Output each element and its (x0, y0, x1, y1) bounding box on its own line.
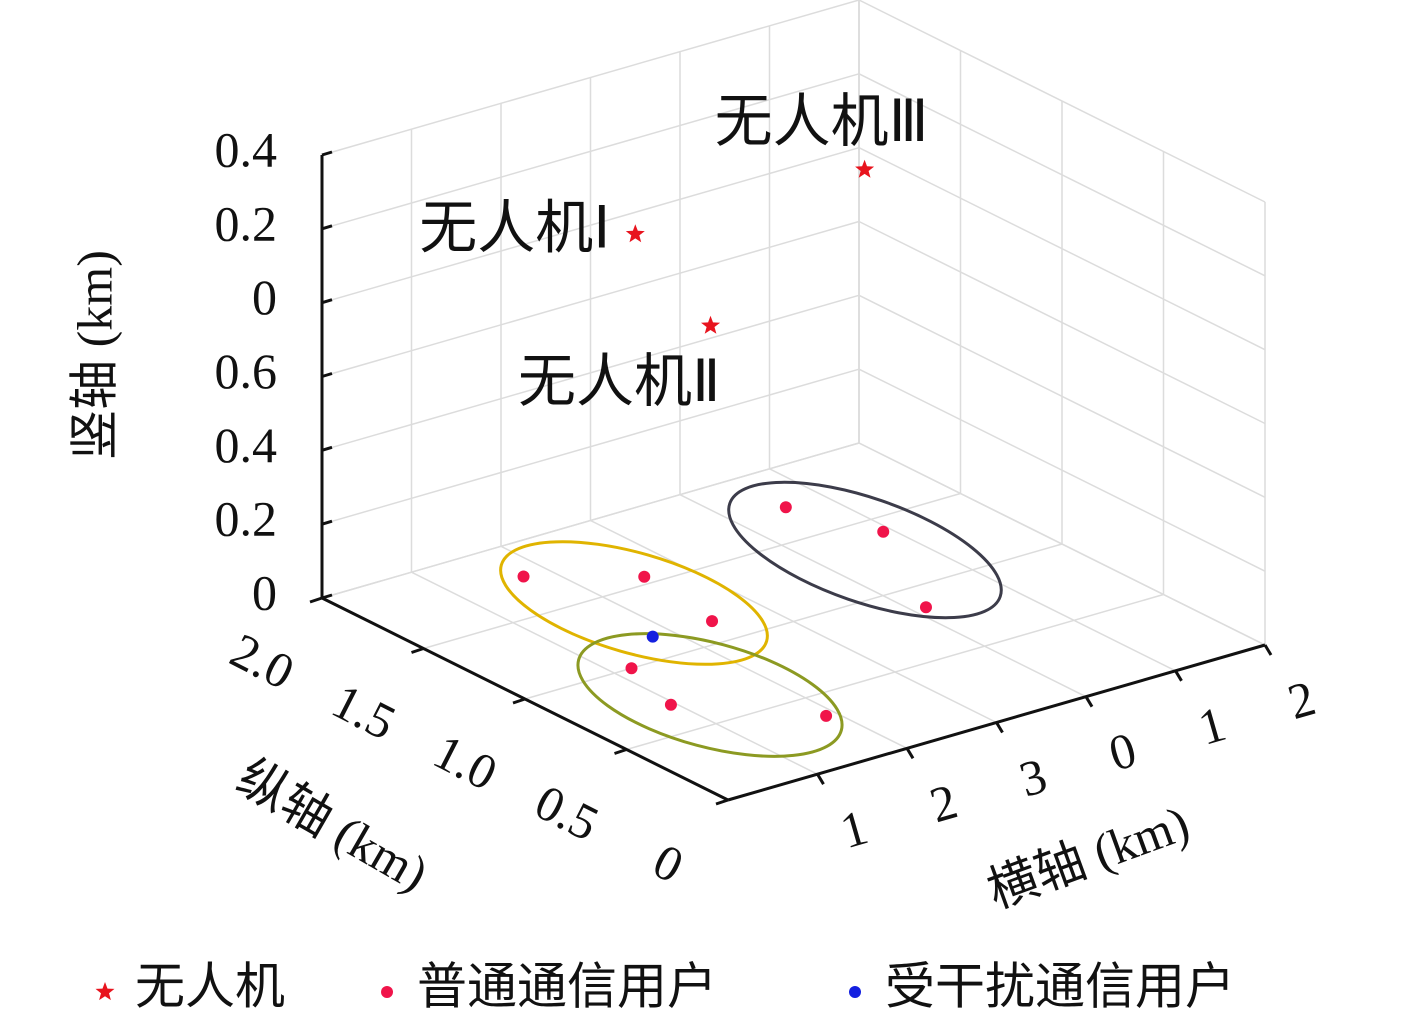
grid-line (858, 0, 1266, 203)
dot-marker (779, 501, 792, 514)
tick-mark (715, 798, 729, 806)
y-tick-label: 0.5 (526, 773, 607, 851)
y-tick-label: 2.0 (222, 622, 303, 700)
x-tick-label: 0 (1103, 721, 1142, 782)
grid-line (858, 220, 1266, 425)
dot-marker (820, 709, 833, 722)
z-tick-label: 0.2 (215, 491, 278, 547)
tick-mark (1084, 695, 1094, 708)
x-tick-label: 1 (834, 798, 873, 859)
tick-mark (905, 747, 915, 760)
grid-line (858, 442, 1266, 646)
star-marker (701, 315, 721, 334)
y-tick-label: 1.5 (323, 672, 404, 750)
dot-marker (638, 570, 651, 583)
z-tick-label: 0.6 (215, 343, 278, 399)
coverage-ellipse (727, 480, 1003, 620)
dot-marker (706, 615, 719, 628)
y-tick-label: 1.0 (425, 723, 506, 801)
grid-line (321, 220, 860, 378)
grid-line (858, 146, 1266, 351)
tick-mark (411, 647, 424, 654)
z-tick-label: 0.2 (215, 195, 278, 251)
y-axis-label: 纵轴 (km) (228, 749, 438, 902)
tick-mark (321, 372, 333, 378)
dot-marker (877, 525, 890, 538)
legend-marker (381, 986, 393, 998)
tick-mark (1174, 670, 1183, 682)
tick-mark (614, 748, 627, 755)
x-axis-label: 横轴 (km) (980, 795, 1196, 919)
legend-label: 受干扰通信用户 (885, 958, 1235, 1014)
z-tick-label: 0 (252, 269, 277, 325)
annotation: 无人机Ⅰ (419, 195, 610, 260)
grid-line (626, 593, 1164, 751)
x-tick-label: 3 (1013, 747, 1052, 808)
tick-mark (309, 596, 323, 604)
z-tick-label: 0.4 (215, 417, 278, 473)
tick-mark (321, 298, 333, 305)
tick-mark (321, 150, 333, 157)
coverage-ellipse (576, 632, 844, 758)
grid (309, 0, 1273, 806)
x-tick-label: 1 (1192, 695, 1231, 756)
grid-line (321, 442, 860, 599)
z-tick-label: 0 (252, 564, 277, 620)
tick-mark (321, 224, 333, 231)
y-tick-label: 0 (645, 832, 693, 893)
tick-mark (512, 697, 526, 705)
star-marker (855, 159, 875, 178)
legend-marker (95, 982, 115, 1001)
tick-mark (1263, 644, 1273, 656)
tick-mark (321, 593, 333, 600)
grid-line (524, 543, 1063, 700)
dot-marker (625, 662, 638, 675)
dot-marker (646, 630, 659, 643)
legend-marker (849, 986, 861, 998)
z-axis-label: 竖轴 (km) (66, 250, 122, 460)
grid-line (858, 73, 1266, 277)
dot-marker (664, 698, 677, 711)
annotation: 无人机Ⅲ (715, 89, 929, 154)
grid-line (321, 294, 860, 452)
dot-marker (517, 570, 530, 583)
grid-line (321, 73, 860, 230)
z-tick-label: 0.4 (215, 121, 278, 177)
x-tick-label: 2 (924, 773, 963, 834)
legend-label: 普通通信用户 (417, 958, 717, 1014)
tick-mark (321, 445, 333, 452)
grid-line (321, 146, 860, 304)
star-marker (625, 224, 645, 243)
tick-mark (816, 773, 825, 785)
grid-line (321, 0, 860, 156)
tick-mark (321, 519, 333, 526)
coverage-ellipse (499, 540, 769, 666)
annotation: 无人机Ⅱ (518, 349, 721, 414)
legend-label: 无人机 (135, 958, 285, 1014)
dot-marker (919, 601, 932, 614)
tick-mark (995, 721, 1004, 734)
grid-line (858, 368, 1266, 572)
grid-line (321, 368, 860, 525)
x-tick-label: 2 (1282, 669, 1321, 730)
grid-line (858, 294, 1266, 499)
